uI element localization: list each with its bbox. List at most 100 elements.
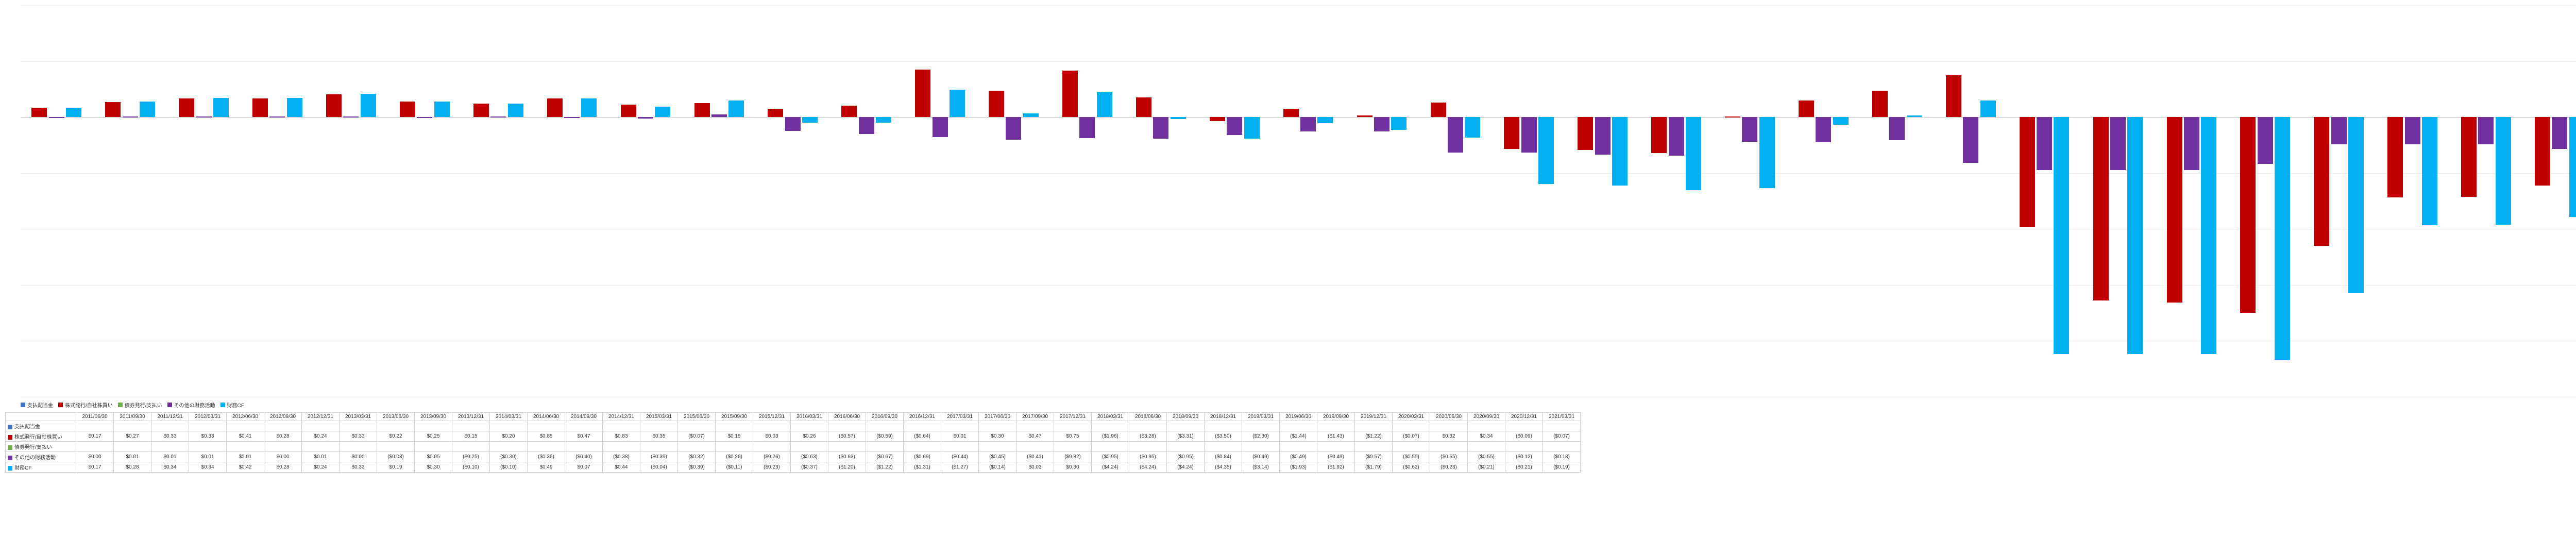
cell: $0.28 — [264, 431, 302, 442]
row-label: 財務CF — [14, 465, 31, 471]
cell — [1505, 421, 1543, 431]
cell: $0.34 — [189, 462, 227, 473]
table-corner — [6, 413, 76, 421]
bar-other_fin — [1963, 117, 1978, 163]
cell — [76, 421, 114, 431]
bar-buyback — [400, 102, 415, 117]
cell: $0.75 — [1054, 431, 1092, 442]
cell — [565, 421, 603, 431]
bar-buyback — [621, 105, 636, 117]
bar-buyback — [547, 98, 563, 117]
bar-buyback — [252, 98, 268, 117]
cell — [904, 421, 941, 431]
row-label: 株式発行/自社株買い — [14, 434, 62, 440]
cell: ($0.49) — [1280, 452, 1317, 462]
cell: $0.30 — [979, 431, 1016, 442]
cell: ($1.96) — [1092, 431, 1129, 442]
bar-fin_cf — [434, 102, 450, 117]
cell: ($0.07) — [1543, 431, 1581, 442]
cell — [640, 442, 678, 452]
table-row: 支払配当金 — [6, 421, 1581, 431]
cell: ($0.10) — [490, 462, 528, 473]
cell — [1205, 442, 1242, 452]
cell: ($0.03) — [377, 452, 415, 462]
cell: $0.24 — [302, 431, 340, 442]
cell: ($0.07) — [1393, 431, 1430, 442]
category-group — [1346, 5, 1419, 397]
cell: ($0.57) — [1355, 452, 1393, 462]
bar-other_fin — [2478, 117, 2494, 144]
bar-buyback — [768, 109, 783, 117]
category-group — [1198, 5, 1272, 397]
cell: ($4.24) — [1129, 462, 1167, 473]
cell — [340, 421, 377, 431]
category-group — [683, 5, 757, 397]
cell: ($0.44) — [941, 452, 979, 462]
category-group — [904, 5, 978, 397]
row-swatch — [8, 445, 12, 450]
legend-swatch — [221, 403, 225, 407]
row-swatch — [8, 466, 12, 471]
cell — [753, 421, 791, 431]
cell: $0.30 — [415, 462, 452, 473]
col-header: 2011/09/30 — [114, 413, 151, 421]
cell — [264, 442, 302, 452]
bar-fin_cf — [2496, 117, 2511, 224]
col-header: 2015/09/30 — [716, 413, 753, 421]
bar-other_fin — [2258, 117, 2273, 164]
category-group — [1419, 5, 1493, 397]
cell — [603, 421, 640, 431]
bar-other_fin — [1374, 117, 1389, 131]
bar-other_fin — [1521, 117, 1537, 152]
row-swatch — [8, 456, 12, 460]
col-header: 2018/06/30 — [1129, 413, 1167, 421]
category-group — [1714, 5, 1788, 397]
col-header: 2012/06/30 — [227, 413, 264, 421]
row-header: 支払配当金 — [6, 421, 76, 431]
category-group — [315, 5, 389, 397]
category-group — [2082, 5, 2156, 397]
cell — [302, 421, 340, 431]
chart-area: $2$1$0($1)($2)($3)($4)($5) 単位：百万USD — [21, 5, 2576, 397]
bar-fin_cf — [2127, 117, 2143, 354]
bar-fin_cf — [1465, 117, 1480, 138]
category-group — [978, 5, 1052, 397]
cell — [264, 421, 302, 431]
col-header: 2011/12/31 — [151, 413, 189, 421]
col-header: 2019/12/31 — [1355, 413, 1393, 421]
cell — [1129, 442, 1167, 452]
bar-fin_cf — [1833, 117, 1849, 125]
cell — [76, 442, 114, 452]
bar-buyback — [31, 108, 47, 117]
cell: $0.49 — [528, 462, 565, 473]
bar-buyback — [1872, 91, 1888, 117]
legend-item-buyback: 株式発行/自社株買い — [58, 401, 113, 409]
bar-buyback — [1578, 117, 1593, 150]
cell: ($1.31) — [904, 462, 941, 473]
bar-other_fin — [638, 117, 653, 119]
cell: $0.33 — [340, 462, 377, 473]
cell: $0.42 — [227, 462, 264, 473]
bar-other_fin — [490, 116, 506, 118]
col-header: 2017/06/30 — [979, 413, 1016, 421]
cell: ($0.55) — [1393, 452, 1430, 462]
cell — [1167, 421, 1205, 431]
cell: $0.03 — [753, 431, 791, 442]
cell — [979, 421, 1016, 431]
cell — [302, 442, 340, 452]
cell — [1167, 442, 1205, 452]
cell: $0.47 — [565, 431, 603, 442]
cell: ($0.09) — [1505, 431, 1543, 442]
col-header: 2015/06/30 — [678, 413, 716, 421]
bar-other_fin — [859, 117, 874, 134]
bar-fin_cf — [1097, 92, 1112, 117]
cell — [828, 442, 866, 452]
category-group — [2303, 5, 2377, 397]
cell: ($0.95) — [1129, 452, 1167, 462]
bar-buyback — [2167, 117, 2182, 302]
cell: ($3.31) — [1167, 431, 1205, 442]
category-group — [2008, 5, 2082, 397]
cell: $0.33 — [151, 431, 189, 442]
row-swatch — [8, 425, 12, 429]
category-group — [2156, 5, 2229, 397]
